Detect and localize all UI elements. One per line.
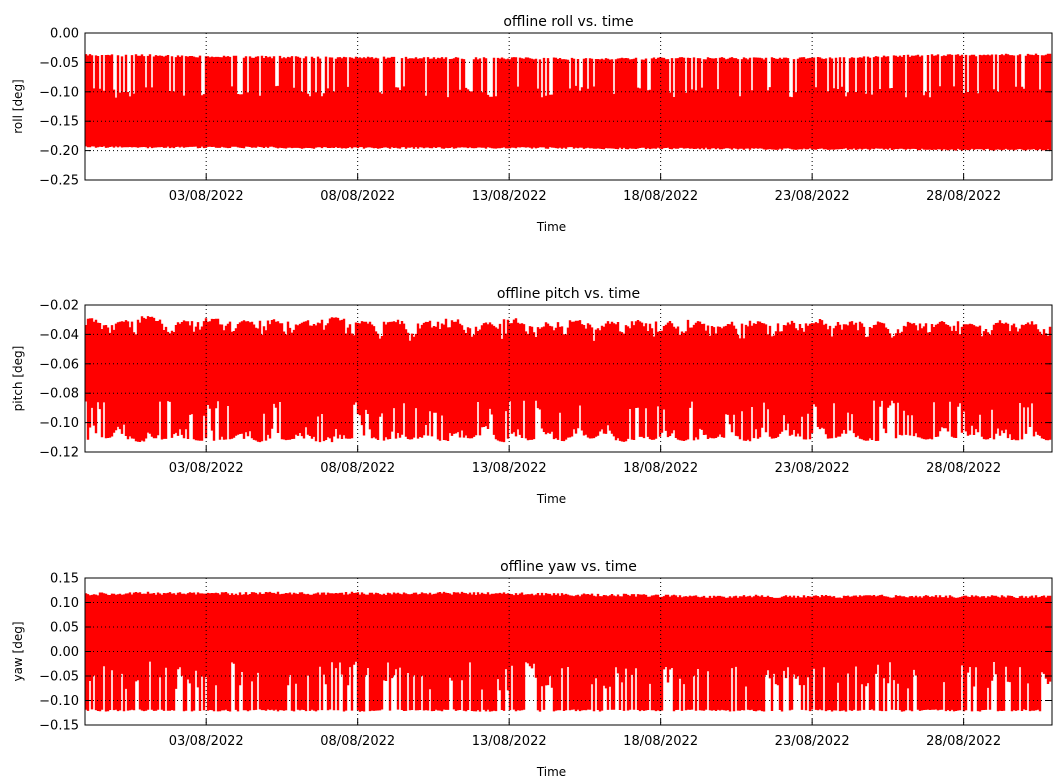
series-band	[84, 316, 1052, 443]
series-line	[84, 316, 1052, 443]
x-tick-label: 18/08/2022	[623, 461, 698, 476]
x-tick-label: 23/08/2022	[775, 189, 850, 204]
y-tick-label: −0.10	[39, 694, 79, 709]
y-tick-label: −0.25	[39, 174, 79, 189]
y-tick-label: −0.06	[39, 357, 79, 372]
y-tick-label: −0.10	[39, 85, 79, 100]
x-tick-label: 03/08/2022	[169, 461, 244, 476]
x-tick-label: 13/08/2022	[472, 189, 547, 204]
x-tick-label: 28/08/2022	[926, 461, 1001, 476]
y-tick-label: −0.05	[39, 56, 79, 71]
x-tick-label: 03/08/2022	[169, 189, 244, 204]
plot-frame	[84, 32, 1053, 181]
y-tick-label: −0.02	[39, 299, 79, 314]
y-axis-label: yaw [deg]	[11, 621, 25, 681]
x-axis-label: Time	[536, 492, 566, 506]
series-band	[84, 53, 1052, 151]
y-tick-label: 0.00	[50, 27, 79, 42]
x-axis-label: Time	[536, 220, 566, 234]
x-tick-label: 08/08/2022	[320, 734, 395, 749]
grid	[85, 305, 1052, 452]
x-tick-label: 28/08/2022	[926, 189, 1001, 204]
y-axis-label: pitch [deg]	[11, 346, 25, 412]
x-tick-label: 08/08/2022	[320, 189, 395, 204]
grid	[85, 578, 1052, 725]
y-tick-label: −0.15	[39, 115, 79, 130]
y-tick-label: −0.04	[39, 328, 79, 343]
chart-title: offline pitch vs. time	[497, 286, 640, 302]
y-tick-label: −0.15	[39, 719, 79, 734]
x-tick-label: 13/08/2022	[472, 461, 547, 476]
y-tick-label: 0.10	[50, 596, 79, 611]
grid	[85, 33, 1052, 180]
roll-panel: offline roll vs. time 0.00 −0.05 −0.10 −0.15…	[11, 14, 1053, 234]
x-tick-label: 13/08/2022	[472, 734, 547, 749]
x-axis-label: Time	[536, 765, 566, 779]
x-tick-label: 18/08/2022	[623, 734, 698, 749]
x-tick-label: 23/08/2022	[775, 461, 850, 476]
yaw-panel: offline yaw vs. time 0.15 0.10 0.05 0.00 −0.0…	[11, 559, 1053, 779]
chart-title: offline roll vs. time	[503, 14, 633, 30]
y-tick-label: 0.05	[50, 621, 79, 636]
y-tick-label: −0.05	[39, 670, 79, 685]
y-tick-label: 0.15	[50, 572, 79, 587]
x-tick-label: 18/08/2022	[623, 189, 698, 204]
series-line	[84, 53, 1052, 151]
x-tick-label: 08/08/2022	[320, 461, 395, 476]
y-tick-label: −0.20	[39, 144, 79, 159]
y-axis-label: roll [deg]	[11, 79, 25, 133]
y-tick-label: −0.12	[39, 446, 79, 461]
pitch-panel: offline pitch vs. time −0.02 −0.04 −0.06 −0.…	[11, 286, 1053, 506]
chart-title: offline yaw vs. time	[500, 559, 637, 575]
y-tick-label: −0.10	[39, 416, 79, 431]
x-tick-label: 28/08/2022	[926, 734, 1001, 749]
y-tick-label: 0.00	[50, 645, 79, 660]
plot-frame	[84, 304, 1053, 453]
x-tick-label: 03/08/2022	[169, 734, 244, 749]
x-tick-label: 23/08/2022	[775, 734, 850, 749]
y-tick-label: −0.08	[39, 387, 79, 402]
